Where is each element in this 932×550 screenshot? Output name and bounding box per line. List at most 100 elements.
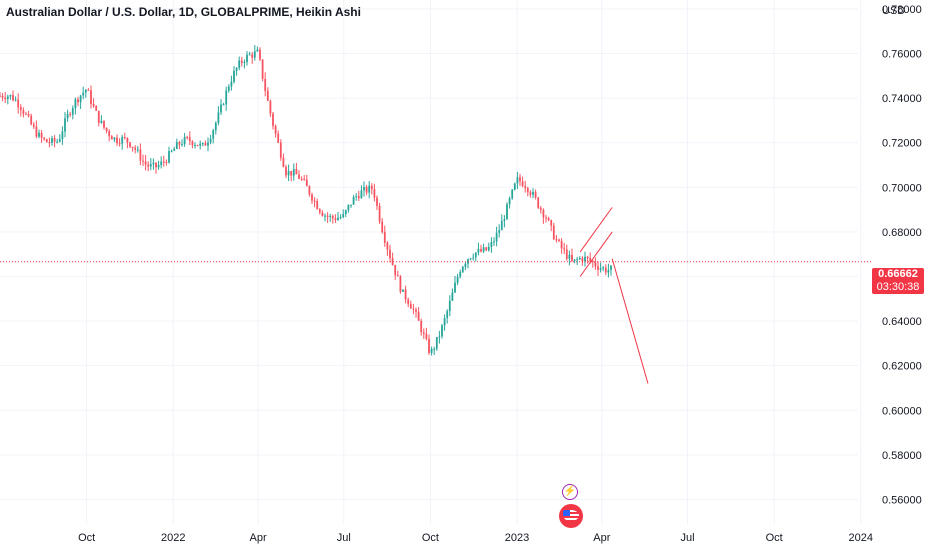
candle-body — [412, 308, 415, 310]
candle-body — [547, 218, 550, 221]
candle-body — [230, 81, 233, 87]
candle-body — [149, 164, 152, 167]
candle-body — [38, 132, 40, 137]
time-tick-label: 2024 — [849, 532, 873, 544]
candle-body — [589, 257, 592, 261]
chart-grid — [0, 0, 862, 524]
candle-body — [92, 104, 95, 107]
candle-body — [344, 210, 347, 215]
time-tick-label: Apr — [593, 532, 610, 544]
candle-body — [170, 150, 173, 152]
candle-body — [313, 200, 316, 202]
candle-body — [490, 241, 493, 248]
candle-body — [207, 142, 209, 146]
candle-body — [248, 54, 251, 56]
candle-body — [347, 204, 350, 211]
candle-body — [32, 124, 35, 127]
candle-body — [95, 106, 98, 111]
time-tick-label: Oct — [78, 532, 95, 544]
candle-body — [214, 122, 217, 131]
candle-body — [443, 318, 446, 326]
candle-body — [136, 149, 139, 151]
candle-body — [110, 136, 113, 140]
candle-body — [129, 142, 131, 147]
candle-body — [357, 196, 360, 199]
candle-body — [183, 137, 186, 145]
candle-body — [175, 142, 178, 149]
candle-body — [69, 113, 72, 115]
candle-body — [303, 178, 306, 180]
candle-body — [14, 99, 17, 101]
candle-body — [438, 336, 441, 338]
candle-body — [118, 143, 121, 145]
trend-drawings[interactable] — [579, 207, 649, 384]
candle-body — [74, 99, 77, 109]
channel-upper-line — [579, 207, 613, 253]
candle-body — [537, 197, 540, 208]
candle-body — [48, 142, 51, 144]
candle-body — [279, 142, 282, 158]
candle-body — [318, 209, 321, 213]
candle-body — [152, 162, 155, 165]
candle-body — [363, 186, 365, 191]
time-axis[interactable]: Oct 2022 Apr Jul Oct 2023 Apr Jul Oct 2024 — [78, 532, 873, 544]
us-flag-event-icon[interactable] — [559, 504, 583, 528]
candle-body — [0, 95, 1, 97]
candle-body — [225, 90, 228, 105]
candle-body — [560, 240, 563, 249]
candle-body — [266, 90, 269, 101]
candle-body — [103, 120, 105, 128]
candle-body — [420, 320, 423, 333]
candle-body — [285, 166, 287, 176]
candle-body — [508, 198, 511, 205]
candle-body — [461, 266, 464, 273]
bar-countdown: 03:30:38 — [876, 281, 920, 293]
candle-body — [594, 262, 597, 267]
candle-body — [378, 205, 381, 222]
price-axis[interactable]: 0.560000.580000.600000.620000.640000.660… — [882, 4, 922, 507]
candle-body — [261, 59, 264, 79]
time-tick-label: 2022 — [161, 532, 185, 544]
currency-label: USD — [882, 5, 906, 17]
channel-lower-line — [579, 231, 613, 277]
candle-body — [350, 204, 352, 206]
candle-body — [519, 177, 521, 182]
candle-body — [253, 51, 256, 58]
candle-body — [308, 186, 311, 195]
candle-body — [105, 127, 108, 132]
candle-body — [365, 186, 368, 193]
candle-body — [428, 338, 430, 353]
time-tick-label: Jul — [680, 532, 694, 544]
candle-body — [454, 282, 456, 293]
candle-body — [511, 189, 514, 199]
candle-body — [534, 191, 537, 198]
candle-body — [610, 265, 612, 271]
candle-body — [373, 189, 376, 198]
candle-body — [147, 164, 150, 167]
candle-body — [256, 49, 259, 52]
candle-body — [264, 78, 267, 91]
candle-body — [555, 239, 558, 241]
candle-body — [274, 125, 277, 134]
lightning-event-icon[interactable]: ⚡ — [562, 484, 578, 500]
candle-body — [391, 258, 394, 265]
candle-body — [516, 177, 519, 184]
candle-body — [394, 264, 397, 276]
candle-body — [482, 247, 485, 252]
candle-body — [134, 147, 137, 150]
candle-body — [571, 254, 573, 261]
candle-body — [84, 89, 87, 93]
candle-body — [485, 247, 488, 251]
candle-body — [329, 216, 332, 218]
candle-body — [168, 151, 170, 163]
candle-body — [568, 254, 571, 259]
candle-body — [222, 104, 225, 106]
candle-body — [220, 104, 222, 113]
candle-body — [599, 268, 602, 270]
candle-body — [355, 196, 358, 198]
price-tick-label: 0.70000 — [882, 182, 922, 194]
candle-body — [209, 138, 212, 143]
candle-body — [563, 248, 566, 250]
candle-body — [448, 300, 451, 312]
